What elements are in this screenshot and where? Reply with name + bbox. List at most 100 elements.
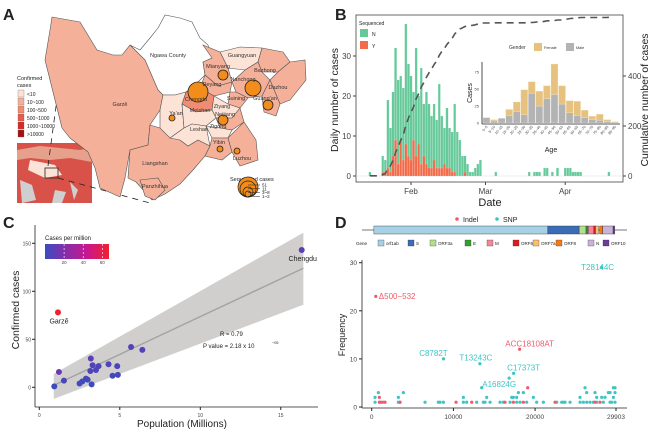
snp-point <box>512 371 516 375</box>
bar-sequenced-n <box>468 171 472 177</box>
region-label: Mianyang <box>206 64 230 70</box>
y-axis-title: Frequency <box>337 313 347 356</box>
bar-sequenced-y <box>438 167 441 177</box>
region-label: Liangshan <box>142 161 167 167</box>
bar-sequenced-y <box>427 167 431 177</box>
bar-sequenced-n <box>443 127 446 165</box>
bar-male <box>482 117 491 124</box>
confidence-band <box>53 232 304 399</box>
legend-swatch <box>17 121 25 130</box>
bar-sequenced-y <box>453 171 456 177</box>
bar-female <box>550 63 559 95</box>
bar-sequenced-n <box>430 115 433 169</box>
bar-male <box>596 120 604 124</box>
bar-male <box>550 94 559 124</box>
bar-male <box>565 112 574 124</box>
inset-x-tick-label: 25~30 <box>517 125 527 135</box>
inset-region <box>17 146 92 162</box>
region-label: Deyang <box>203 82 222 88</box>
bar-female <box>505 109 513 116</box>
region-label: Yibin <box>213 140 225 146</box>
bar-male <box>535 105 543 124</box>
region-label: Bazhong <box>254 68 276 74</box>
bar-sequenced-n <box>368 171 372 177</box>
legend-swatch <box>360 29 368 37</box>
bar-sequenced-n <box>399 75 402 141</box>
colorbar-tick-label: 60 <box>100 260 106 265</box>
bar-sequenced-n <box>453 103 456 173</box>
map-region <box>139 177 166 201</box>
bar-female <box>603 119 611 122</box>
data-point <box>298 247 305 254</box>
mutation-label: ACC18108AT <box>505 339 554 348</box>
bar-sequenced-n <box>476 163 480 177</box>
snp-point <box>601 400 605 404</box>
x-axis-title: Population (Millions) <box>137 419 227 430</box>
mutation-label: C8782T <box>419 349 448 358</box>
bar-sequenced-n <box>438 83 441 169</box>
gene-segment <box>593 225 596 235</box>
map-region <box>227 121 259 167</box>
inset-highlight-box <box>44 167 59 179</box>
bar-sequenced-y <box>404 143 408 177</box>
legend-swatch <box>17 105 25 114</box>
bar-sequenced-n <box>391 91 395 157</box>
bar-sequenced-n <box>412 91 415 141</box>
snp-point <box>593 390 597 395</box>
inset-x-tick-label: 80~85 <box>600 125 610 135</box>
snp-point <box>588 400 592 404</box>
gene-segment <box>599 225 603 235</box>
bar-sequenced-n <box>569 167 572 177</box>
y-tick-label: 10 <box>342 132 351 141</box>
y2-tick-label: 0 <box>628 172 633 181</box>
bar-sequenced-y <box>396 163 400 177</box>
snp-point <box>613 386 617 390</box>
inset-x-tick-label: 40~45 <box>539 125 549 135</box>
region-label: Nanchong <box>230 77 255 83</box>
y-tick-label: 30 <box>342 52 351 61</box>
bar-sequenced-n <box>409 75 413 161</box>
snp-point <box>480 386 484 390</box>
y2-axis-title: Cumulative number of cases <box>639 33 651 166</box>
mutation-frequency-plot: Indel SNP Gene orf1ab S ORF3a E M ORF6 ORF7a ORF8 N… <box>337 217 627 421</box>
bar-female <box>611 121 619 123</box>
inset-x-tick-label: 60~65 <box>570 125 580 135</box>
bar-sequenced-n <box>479 159 482 177</box>
region-label: Neijiang <box>215 112 235 118</box>
bar-sequenced-y <box>422 155 426 177</box>
snp-point <box>521 390 525 395</box>
sequenced-legend-label: 1~2 <box>262 194 270 199</box>
gene-segment <box>373 225 548 235</box>
region-label: Guangyuan <box>228 53 256 59</box>
bar-sequenced-n <box>445 107 449 169</box>
gene-segment <box>547 225 580 235</box>
bar-sequenced-n <box>425 91 428 165</box>
snp-point <box>483 400 487 404</box>
bar-female <box>558 85 566 105</box>
inset-x-tick-label: 50~55 <box>555 125 565 135</box>
bar-male <box>603 121 611 124</box>
bar-sequenced-n <box>471 171 474 177</box>
bar-sequenced-n <box>463 155 467 173</box>
bar-sequenced-n <box>407 63 410 157</box>
bar-female <box>573 101 581 116</box>
bar-sequenced-n <box>579 171 582 177</box>
bar-male <box>513 111 521 124</box>
bar-sequenced-n <box>458 139 462 177</box>
snp-point <box>568 400 572 404</box>
x-tick-label: Mar <box>479 187 493 196</box>
bar-female <box>513 101 521 112</box>
mutation-label: Δ500−532 <box>379 292 416 301</box>
bar-sequenced-n <box>440 115 444 169</box>
inset-x-tick-label: 85~90 <box>607 125 617 135</box>
legend-label: >10000 <box>27 132 44 138</box>
indel-point <box>593 400 597 404</box>
inset-x-tick-label: 55~60 <box>562 125 572 135</box>
snp-point <box>518 400 522 404</box>
indel-point <box>518 347 522 351</box>
y-tick-label: 0 <box>353 405 357 412</box>
region-label: Ya'an <box>169 111 183 117</box>
sequenced-legend-label: 51 <box>262 183 268 188</box>
bar-sequenced-y <box>430 167 433 177</box>
